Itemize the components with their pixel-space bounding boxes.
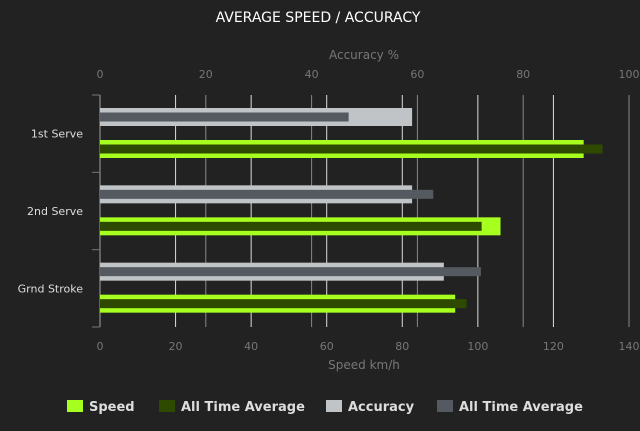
legend-label: Accuracy [348,400,415,415]
bottom-tick-label: 80 [395,340,409,353]
bottom-tick-label: 60 [320,340,334,353]
bottom-axis-label: Speed km/h [328,358,400,372]
bar-accuracy-all-time-average [100,112,349,122]
top-tick-label: 80 [516,68,530,81]
legend-swatch [326,400,342,412]
bar-speed-all-time-average [100,299,467,309]
legend-label: Speed [89,400,135,415]
bar-speed-all-time-average [100,144,603,154]
bar-accuracy-all-time-average [100,189,434,199]
bottom-tick-label: 140 [619,340,640,353]
bottom-tick-label: 20 [169,340,183,353]
category-label: 1st Serve [31,128,83,141]
legend-swatch [67,400,83,412]
bottom-tick-label: 40 [244,340,258,353]
bar-accuracy-all-time-average [100,267,481,277]
category-label: 2nd Serve [27,205,83,218]
legend-swatch [437,400,453,412]
bottom-tick-label: 120 [543,340,564,353]
bottom-tick-label: 0 [97,340,104,353]
category-label: Grnd Stroke [18,282,84,295]
bar-speed-all-time-average [100,221,482,231]
top-tick-label: 100 [619,68,640,81]
top-tick-label: 40 [305,68,319,81]
legend-swatch [159,400,175,412]
legend-label: All Time Average [459,400,583,415]
top-tick-label: 20 [199,68,213,81]
chart-title: AVERAGE SPEED / ACCURACY [216,10,421,26]
top-tick-label: 0 [97,68,104,81]
top-tick-label: 60 [410,68,424,81]
bottom-tick-label: 100 [467,340,488,353]
top-axis-label: Accuracy % [329,48,399,62]
legend-label: All Time Average [181,400,305,415]
